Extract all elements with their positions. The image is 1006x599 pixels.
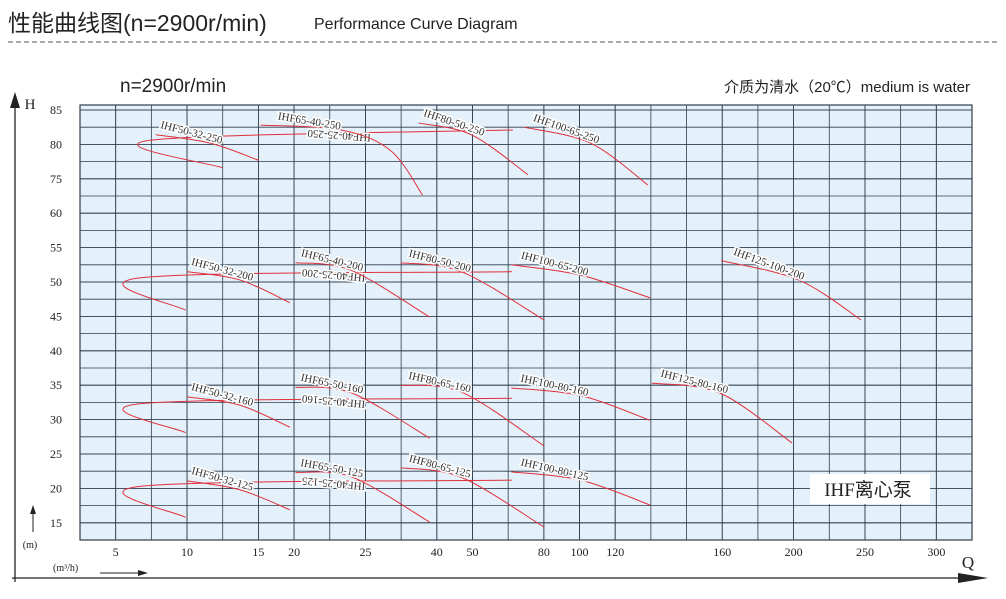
y-tick-label: 45: [50, 309, 62, 323]
y-tick-label: 35: [50, 378, 62, 392]
performance-curve: [186, 396, 290, 428]
y-arrowhead: [10, 92, 20, 108]
performance-curve: [511, 471, 651, 506]
performance-curve: [400, 467, 545, 528]
y-tick-label: 20: [50, 481, 62, 495]
x-unit-arrowhead: [138, 570, 148, 576]
x-unit: (m³/h): [53, 563, 78, 574]
y-unit: (m): [23, 540, 37, 551]
x-tick-label: 25: [359, 545, 371, 559]
x-tick-label: 200: [785, 545, 803, 559]
performance-curve: [418, 122, 529, 176]
chart-subtitle: Performance Curve Diagram: [314, 16, 518, 33]
y-tick-label: 30: [50, 413, 62, 427]
y-tick-label: 55: [50, 241, 62, 255]
x-tick-label: 10: [181, 545, 193, 559]
performance-curve: [721, 260, 862, 321]
x-tick-label: 160: [713, 545, 731, 559]
performance-curve: [400, 262, 545, 321]
performance-curve: [122, 479, 512, 518]
x-axis-label: Q: [962, 553, 974, 572]
x-arrowhead: [958, 573, 988, 583]
y-axis-label: H: [25, 97, 36, 113]
performance-curve: [137, 129, 513, 169]
performance-curve: [511, 387, 651, 421]
y-tick-label: 80: [50, 137, 62, 151]
x-tick-label: 300: [927, 545, 945, 559]
performance-curve: [651, 382, 793, 444]
performance-curve: [295, 386, 430, 439]
x-tick-label: 120: [606, 545, 624, 559]
y-unit-arrowhead: [30, 505, 36, 514]
x-tick-label: 80: [538, 545, 550, 559]
x-tick-label: 250: [856, 545, 874, 559]
medium-note: 介质为清水（20℃）medium is water: [724, 79, 970, 96]
performance-curve: [155, 134, 259, 161]
x-tick-label: 5: [113, 545, 119, 559]
y-tick-label: 75: [50, 172, 62, 186]
annotation-box: [810, 474, 930, 504]
x-tick-label: 50: [466, 545, 478, 559]
y-tick-label: 50: [50, 275, 62, 289]
performance-curve: [523, 126, 649, 186]
performance-curve: [511, 264, 651, 299]
curve-label: IHF40-25-200: [301, 266, 366, 284]
performance-curve: [186, 271, 291, 304]
performance-curve: [400, 384, 545, 447]
x-tick-label: 100: [571, 545, 589, 559]
y-tick-label: 60: [50, 206, 62, 220]
plot-area: [79, 104, 973, 541]
x-tick-label: 15: [252, 545, 264, 559]
performance-curve: [122, 271, 512, 311]
performance-curve: [122, 397, 512, 434]
chart-title: 性能曲线图(n=2900r/min): [8, 10, 267, 36]
x-tick-label: 20: [288, 545, 300, 559]
performance-curve: [186, 480, 290, 511]
annotation: IHF离心泵: [824, 479, 912, 501]
performance-curve: [260, 124, 423, 196]
y-tick-label: 40: [50, 344, 62, 358]
speed-label: n=2900r/min: [120, 76, 226, 97]
performance-curve: [295, 262, 430, 318]
x-tick-label: 40: [431, 545, 443, 559]
performance-curve: [295, 471, 430, 523]
y-tick-label: 15: [50, 516, 62, 530]
y-tick-label: 25: [50, 447, 62, 461]
y-tick-label: 85: [50, 103, 62, 117]
